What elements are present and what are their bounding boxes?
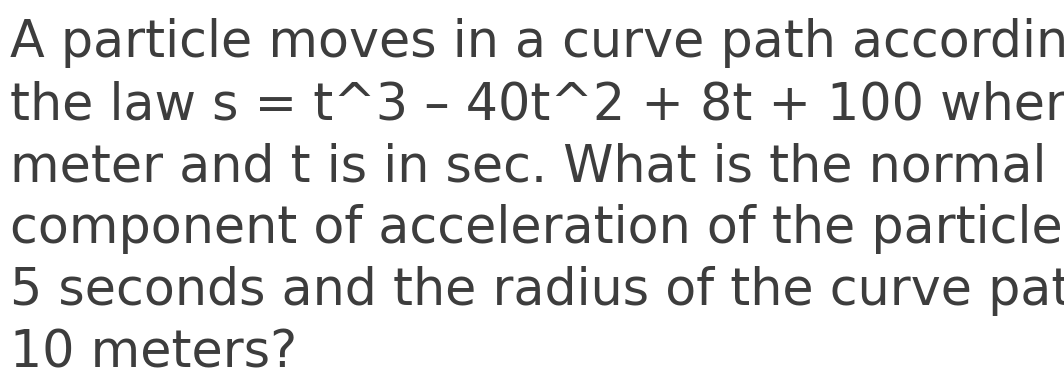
Text: 10 meters?: 10 meters? — [10, 328, 297, 378]
Text: 5 seconds and the radius of the curve path is: 5 seconds and the radius of the curve pa… — [10, 266, 1064, 316]
Text: component of acceleration of the particle if t =: component of acceleration of the particl… — [10, 204, 1064, 254]
Text: A particle moves in a curve path according to: A particle moves in a curve path accordi… — [10, 18, 1064, 68]
Text: the law s = t^3 – 40t^2 + 8t + 100 where s is in: the law s = t^3 – 40t^2 + 8t + 100 where… — [10, 80, 1064, 130]
Text: meter and t is in sec. What is the normal: meter and t is in sec. What is the norma… — [10, 142, 1047, 192]
